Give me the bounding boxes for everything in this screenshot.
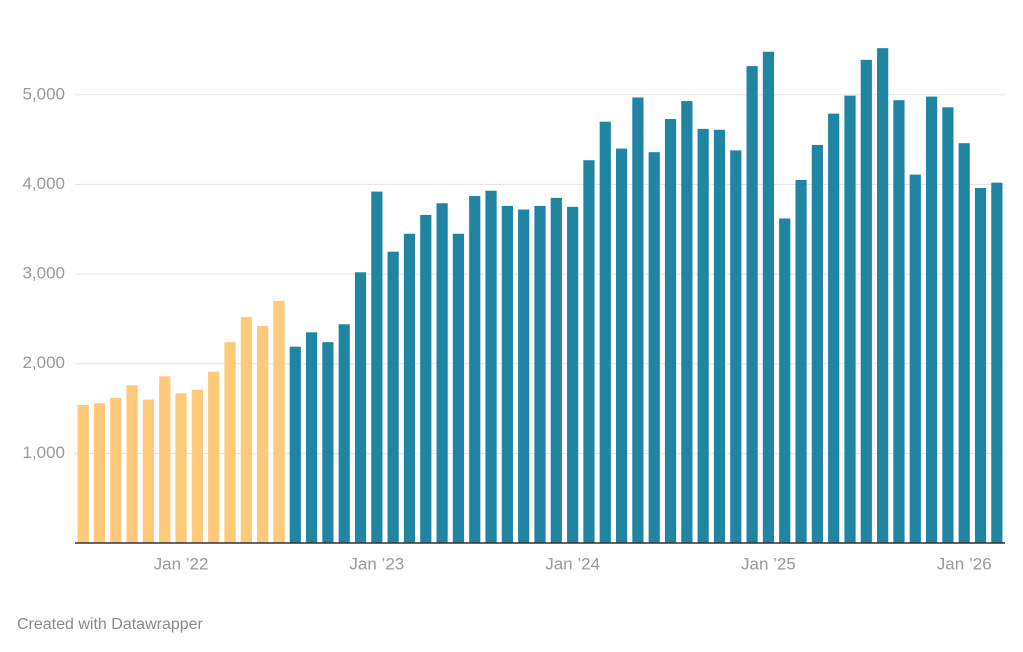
bar: [991, 182, 1003, 543]
bar: [191, 389, 203, 543]
bar: [469, 196, 481, 543]
x-tick-label: Jan ’24: [545, 554, 600, 573]
bar: [860, 59, 872, 543]
x-tick-label: Jan ’25: [741, 554, 796, 573]
bar: [958, 143, 970, 543]
bar: [681, 101, 693, 543]
bar: [664, 118, 677, 543]
bar: [240, 317, 252, 543]
bar: [305, 332, 318, 543]
bar: [77, 404, 89, 543]
bar: [126, 385, 138, 543]
footer: Created with Datawrapper: [17, 616, 204, 633]
bar: [632, 97, 644, 543]
bar: [844, 95, 856, 544]
bar: [224, 342, 236, 543]
bar: [583, 160, 595, 543]
bar: [159, 376, 171, 543]
x-tick-label: Jan ’23: [349, 554, 404, 573]
y-tick-label: 3,000: [22, 264, 65, 283]
bar: [942, 107, 954, 543]
bar: [110, 397, 122, 543]
bar: [828, 113, 840, 543]
bar: [762, 51, 775, 543]
y-tick-label: 4,000: [22, 174, 65, 193]
bar: [371, 191, 383, 543]
bar: [550, 197, 562, 543]
bar: [338, 324, 350, 543]
bar: [909, 174, 921, 543]
bar: [893, 100, 905, 544]
bar: [273, 300, 285, 543]
bar: [534, 205, 546, 543]
x-tick-label: Jan ’22: [154, 554, 209, 573]
bar: [257, 326, 269, 543]
y-tick-label: 1,000: [22, 443, 65, 462]
bar: [354, 272, 367, 543]
bar: [403, 233, 416, 543]
bar: [208, 371, 220, 543]
bar: [322, 342, 334, 543]
bar: [567, 206, 579, 543]
bar: [779, 218, 791, 543]
bar: [518, 209, 530, 543]
x-tick-label: Jan ’26: [937, 554, 992, 573]
bar: [877, 48, 889, 544]
bar: [730, 150, 742, 543]
bar: [599, 121, 611, 543]
bar: [746, 66, 758, 543]
bar: [501, 205, 513, 543]
bar: [485, 190, 497, 544]
y-tick-label: 5,000: [22, 84, 65, 103]
bar: [93, 403, 106, 543]
bar: [387, 251, 399, 544]
bar: [142, 399, 155, 543]
bar: [974, 188, 987, 543]
bar: [452, 233, 465, 543]
bar: [713, 129, 726, 543]
bar: [697, 128, 709, 543]
y-tick-label: 2,000: [22, 353, 65, 372]
bar: [648, 152, 660, 543]
bar: [615, 148, 628, 544]
bar: [795, 179, 807, 544]
bar: [175, 393, 187, 543]
bar: [811, 144, 823, 543]
bar: [436, 203, 448, 543]
bar: [925, 96, 938, 543]
bar: [420, 214, 432, 543]
bar: [289, 346, 301, 543]
